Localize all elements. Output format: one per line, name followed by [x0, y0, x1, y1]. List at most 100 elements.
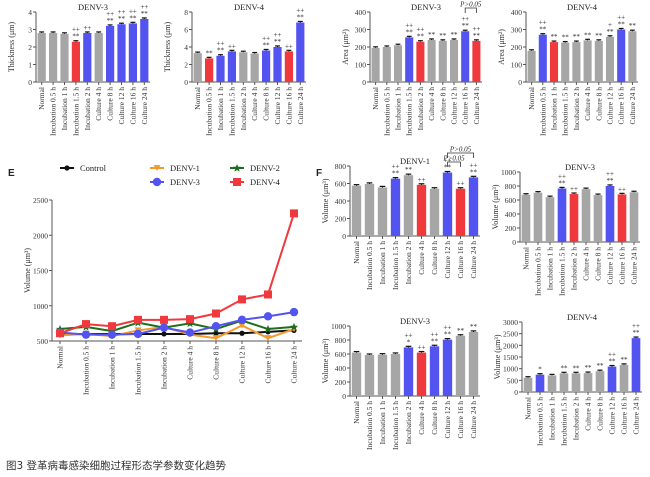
- series-line-denv-3: [59, 311, 295, 336]
- y-tick-label: 200: [511, 43, 523, 52]
- bar: [468, 177, 479, 236]
- x-tick-label: Incubation 1.5 h: [405, 87, 414, 136]
- bar: [216, 55, 225, 82]
- area-denv3-chart: 0 100 200 300 400 Area (μm²) Normal Incubation …: [330, 0, 490, 140]
- x-tick-label: Culture 4 h: [417, 241, 426, 275]
- data-point: [238, 322, 246, 329]
- bar: [37, 33, 46, 82]
- significance-mark: ++: [285, 42, 293, 50]
- x-tick-label: Culture 8 h: [262, 87, 271, 121]
- bar: [239, 52, 248, 82]
- x-tick-label: Culture 8 h: [438, 87, 447, 121]
- bar: [449, 40, 459, 82]
- x-tick-label: Incubation 1 h: [548, 397, 557, 441]
- x-tick-label: Normal: [371, 87, 380, 110]
- x-tick-label: Incubation 1 h: [546, 247, 555, 291]
- legend-label: DENV-4: [250, 177, 281, 187]
- y-tick-label: 8: [184, 8, 188, 17]
- significance-mark: **: [609, 358, 617, 366]
- significance-mark: ++: [140, 3, 148, 11]
- significance-mark: **: [621, 356, 629, 364]
- significance-mark: **: [585, 364, 593, 372]
- y-tick-label: 3000: [503, 318, 518, 327]
- data-point: [264, 335, 272, 342]
- figure-caption: 图3 登革病毒感染细胞过程形态学参数变化趋势: [6, 460, 227, 472]
- bar: [629, 192, 639, 242]
- y-tick-label: 6: [184, 26, 188, 35]
- bar: [442, 339, 453, 396]
- significance-mark: **: [633, 329, 641, 337]
- x-tick-label: Normal: [522, 247, 531, 270]
- data-point: [212, 335, 220, 342]
- x-tick-label: Culture 4 h: [427, 87, 436, 121]
- y-tick-label: 500: [507, 376, 519, 385]
- significance-mark: ++: [617, 13, 625, 21]
- y-tick-label: 300: [355, 26, 367, 35]
- significance-mark: **: [618, 20, 626, 28]
- significance-mark: **: [263, 41, 271, 49]
- x-tick-label: Culture 24 h: [469, 401, 478, 439]
- significance-mark: **: [562, 34, 570, 42]
- y-tick-label: 100: [355, 61, 367, 70]
- y-tick-label: 0: [342, 392, 346, 401]
- x-tick-label: Incubation 2 h: [404, 401, 413, 445]
- data-point: [161, 331, 167, 337]
- data-point: [237, 315, 247, 325]
- comparison-bracket: [447, 161, 461, 167]
- x-tick-label: Normal: [524, 397, 533, 420]
- x-tick-label: Culture 16 h: [618, 247, 627, 285]
- x-tick-label: Incubation 1.5 h: [561, 87, 570, 136]
- data-point: [185, 328, 195, 337]
- x-tick-label: Incubation 2 h: [160, 346, 169, 390]
- bar: [628, 31, 637, 82]
- data-point: [107, 330, 117, 339]
- significance-mark: *: [407, 338, 411, 346]
- y-tick-label: 200: [505, 224, 517, 233]
- significance-mark: ++: [444, 324, 452, 332]
- bar: [405, 37, 414, 82]
- bar: [429, 188, 440, 236]
- volume-trend-line-chart: 500 1000 1500 2000 2500 Volume (μm³) Normal Inc…: [0, 160, 310, 450]
- x-tick-label: Culture 16 h: [128, 87, 137, 125]
- data-point: [211, 321, 221, 331]
- y-tick-label: 2000: [33, 231, 48, 240]
- data-point: [239, 330, 245, 336]
- significance-mark: **: [573, 364, 581, 372]
- significance-mark: ++: [461, 15, 469, 23]
- x-tick-label: Normal: [193, 87, 202, 110]
- y-tick-label: 0: [28, 78, 32, 87]
- significance-mark: ++: [558, 172, 566, 180]
- y-tick-label: 4: [184, 43, 188, 52]
- y-tick-label: 800: [335, 336, 347, 345]
- significance-mark: ++: [457, 180, 465, 188]
- y-tick-label: 100: [511, 61, 523, 70]
- y-axis-label: Area (μm²): [341, 29, 350, 65]
- significance-mark: ++: [470, 161, 478, 169]
- data-point: [56, 329, 64, 338]
- x-tick-label: Culture 12 h: [606, 247, 615, 285]
- x-tick-label: Culture 12 h: [608, 397, 617, 435]
- y-axis-label: Volume (μm³): [321, 178, 330, 223]
- significance-mark: **: [217, 47, 225, 55]
- y-tick-label: 2: [28, 43, 32, 52]
- y-tick-label: 2000: [503, 341, 518, 350]
- bar: [455, 335, 466, 396]
- chart-svg: 0 1 2 3 4 Thickness (μm) Normal Incubation 0.5 …: [7, 2, 150, 136]
- significance-mark: **: [392, 170, 400, 178]
- x-tick-label: Incubation 1 h: [216, 87, 225, 131]
- y-tick-label: 2: [184, 61, 188, 70]
- significance-mark: **: [584, 31, 592, 39]
- data-point: [81, 330, 91, 339]
- x-tick-label: Incubation 0.5 h: [536, 397, 545, 446]
- legend-label: DENV-2: [250, 163, 280, 173]
- legend-marker: [153, 165, 161, 171]
- x-tick-label: Culture 4 h: [584, 397, 593, 431]
- bar: [605, 36, 615, 82]
- bar: [250, 53, 259, 82]
- bar: [631, 338, 641, 392]
- x-tick-label: Culture 16 h: [461, 87, 470, 125]
- x-tick-label: Incubation 2 h: [83, 87, 92, 131]
- x-tick-label: Culture 12 h: [117, 87, 126, 125]
- data-point: [134, 315, 142, 324]
